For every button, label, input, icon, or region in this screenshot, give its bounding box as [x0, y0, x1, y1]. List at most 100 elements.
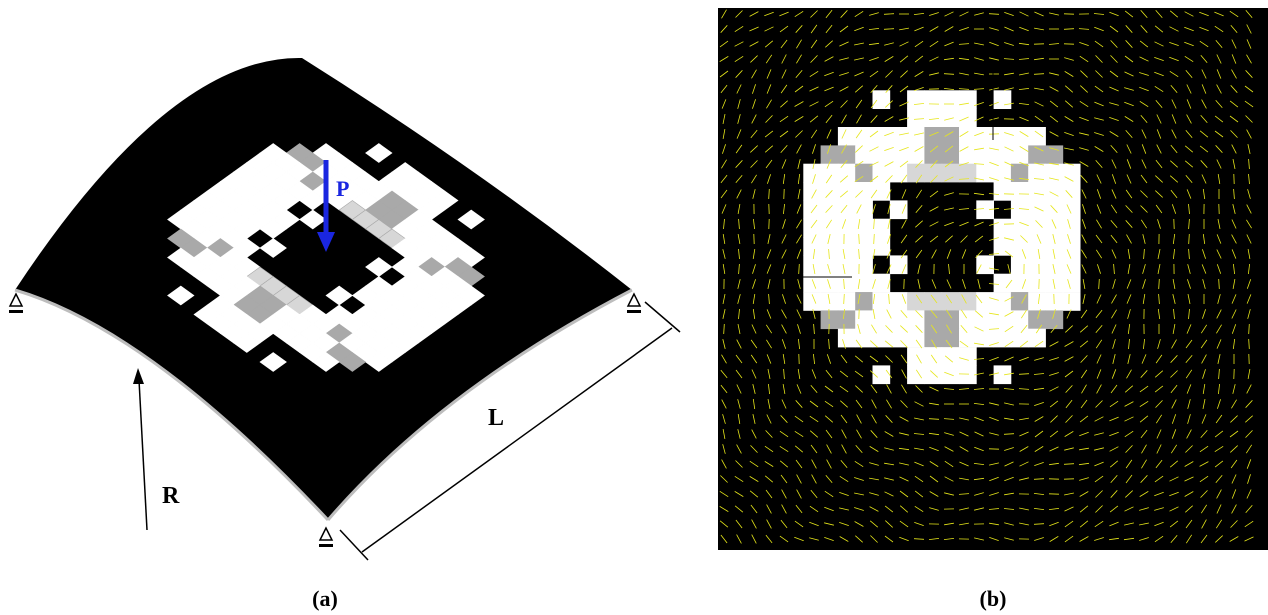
direction-vector	[1064, 85, 1074, 93]
direction-vector	[1199, 26, 1209, 32]
direction-vector	[974, 342, 984, 346]
direction-vector	[842, 249, 846, 259]
direction-vector	[1019, 340, 1029, 348]
direction-vector	[1184, 55, 1194, 63]
direction-vector	[884, 431, 894, 437]
direction-vector	[1019, 146, 1029, 152]
direction-vector	[735, 174, 743, 184]
direction-vector	[752, 99, 756, 109]
direction-vector	[736, 444, 742, 454]
direction-vector	[973, 463, 985, 465]
direction-vector	[1096, 189, 1102, 199]
direction-vector	[764, 26, 774, 32]
direction-vector	[915, 294, 923, 304]
topology-cell	[924, 145, 943, 165]
direction-vector	[915, 189, 923, 199]
direction-vector	[1034, 87, 1044, 91]
direction-vector	[856, 429, 862, 439]
direction-vector	[1049, 386, 1059, 392]
topology-cell	[837, 200, 856, 220]
direction-vector	[1004, 296, 1014, 302]
direction-vector	[1007, 264, 1011, 274]
direction-vector	[840, 204, 848, 214]
topology-cell	[941, 310, 960, 330]
direction-vector	[988, 13, 1000, 15]
direction-vector	[839, 57, 849, 61]
direction-vector	[735, 369, 743, 379]
direction-vector	[1019, 507, 1029, 511]
direction-vector	[781, 249, 787, 259]
direction-vector	[900, 325, 908, 333]
direction-vector	[1034, 11, 1044, 17]
direction-vector	[811, 369, 817, 379]
direction-vector	[1082, 204, 1086, 214]
direction-vector	[1139, 507, 1149, 511]
topology-cell	[1045, 310, 1064, 330]
shell-void-cell	[457, 209, 485, 230]
topology-cell	[1010, 273, 1029, 293]
topology-cell	[820, 237, 839, 256]
direction-vector	[825, 24, 833, 34]
direction-vector	[857, 219, 861, 229]
span-dimension	[339, 301, 681, 561]
direction-vector	[1154, 57, 1164, 61]
direction-vector	[752, 84, 756, 94]
direction-vector	[1080, 399, 1088, 409]
direction-vector	[796, 234, 802, 244]
direction-vector	[1157, 339, 1161, 349]
pin-support-icon	[318, 526, 334, 547]
direction-vector	[930, 175, 938, 183]
direction-vector	[723, 218, 725, 230]
direction-vector	[1229, 536, 1239, 542]
direction-vector	[751, 69, 757, 79]
direction-vector	[1142, 294, 1146, 304]
topology-cell	[837, 292, 856, 311]
direction-vector	[1049, 147, 1059, 151]
direction-vector	[1004, 311, 1014, 317]
direction-vector	[1214, 460, 1224, 468]
direction-vector	[1018, 42, 1030, 46]
direction-vector	[1244, 100, 1254, 108]
topology-cell	[1062, 218, 1081, 238]
direction-vector	[1019, 26, 1029, 32]
topology-cell	[1028, 218, 1046, 238]
direction-vector	[839, 475, 849, 483]
direction-vector	[1033, 387, 1045, 391]
direction-vector	[764, 475, 774, 483]
direction-vector	[780, 84, 788, 94]
direction-vector	[825, 219, 833, 229]
direction-vector	[1066, 264, 1072, 274]
direction-vector	[752, 189, 756, 199]
direction-vector	[1215, 474, 1223, 484]
direction-vector	[824, 86, 834, 92]
direction-vector	[929, 491, 939, 497]
direction-vector	[1169, 70, 1179, 78]
direction-vector	[1125, 129, 1133, 139]
direction-vector	[1049, 72, 1059, 76]
direction-vector	[900, 70, 908, 78]
direction-vector	[1127, 264, 1131, 274]
direction-vector	[1200, 534, 1208, 544]
direction-vector	[1202, 369, 1206, 379]
direction-vector	[1140, 190, 1148, 198]
direction-vector	[1066, 249, 1072, 259]
direction-vector	[869, 161, 879, 167]
direction-vector	[1218, 278, 1220, 290]
direction-vector	[1231, 144, 1237, 154]
direction-vector	[1154, 535, 1164, 543]
topology-cell	[1062, 292, 1081, 311]
direction-vector	[1247, 309, 1251, 319]
direction-vector	[973, 88, 985, 90]
direction-vector	[1231, 294, 1237, 304]
direction-vector	[827, 144, 831, 154]
direction-vector	[913, 118, 925, 120]
direction-vector	[885, 369, 893, 379]
topology-cell	[1062, 200, 1081, 220]
direction-vector	[1188, 248, 1190, 260]
direction-vector	[839, 25, 849, 33]
direction-vector	[734, 41, 744, 47]
direction-vector	[734, 491, 744, 497]
direction-vector	[1139, 40, 1149, 48]
direction-vector	[974, 116, 984, 122]
direction-vector	[1247, 144, 1251, 154]
